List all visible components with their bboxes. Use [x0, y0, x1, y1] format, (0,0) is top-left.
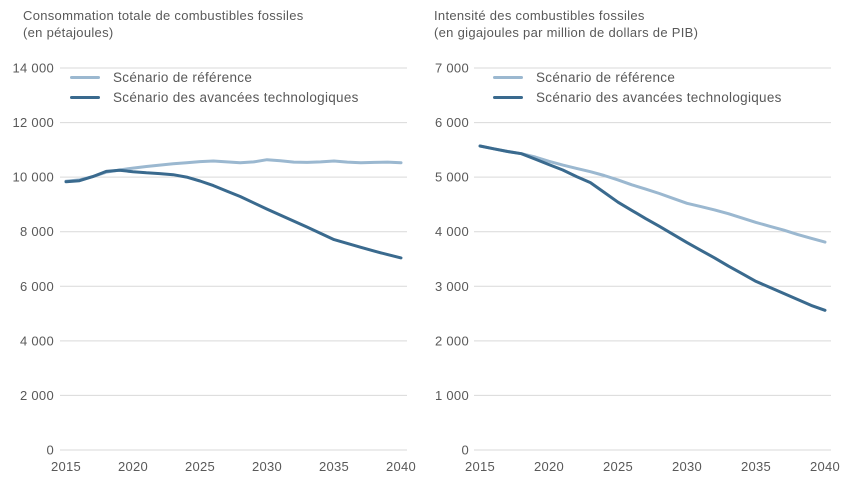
y-tick-label: 8 000 [20, 224, 54, 239]
y-tick-label: 4 000 [20, 333, 54, 348]
y-tick-label: 6 000 [435, 115, 469, 130]
chart-title-line2: (en gigajoules par million de dollars de… [434, 25, 699, 40]
y-tick-label: 10 000 [12, 170, 54, 185]
y-tick-label: 5 000 [435, 170, 469, 185]
x-tick-label: 2015 [51, 459, 81, 474]
x-tick-label: 2020 [534, 459, 564, 474]
legend-label-reference: Scénario de référence [113, 69, 253, 85]
y-tick-label: 3 000 [435, 279, 469, 294]
chart-title-line2: (en pétajoules) [23, 25, 114, 40]
y-tick-label: 1 000 [435, 388, 469, 403]
legend-consumption: Scénario de référence Scénario des avanc… [70, 67, 359, 107]
y-tick-label: 2 000 [20, 388, 54, 403]
x-tick-label: 2035 [319, 459, 349, 474]
chart-title-intensity: Intensité des combustibles fossiles (en … [434, 7, 698, 41]
chart-intensity-plot: 7 000 6 000 5 000 4 000 3 000 2 000 1 000 02015… [435, 61, 840, 475]
technology-line-swatch [493, 95, 523, 99]
y-tick-label: 12 000 [12, 115, 54, 130]
chart-title-line1: Intensité des combustibles fossiles [434, 8, 645, 23]
technology-line-swatch [70, 95, 100, 99]
chart-title-line1: Consommation totale de combustibles foss… [23, 8, 304, 23]
reference-line-swatch [70, 75, 100, 79]
legend-item-technology: Scénario des avancées technologiques [493, 87, 782, 107]
x-tick-label: 2035 [741, 459, 771, 474]
series-line-technology [478, 144, 827, 312]
y-tick-label: 4 000 [435, 224, 469, 239]
legend-label-technology: Scénario des avancées technologiques [113, 89, 359, 105]
chart-intensity: Intensité des combustibles fossiles (en … [423, 0, 846, 501]
y-tick-label: 6 000 [20, 279, 54, 294]
legend-item-reference: Scénario de référence [70, 67, 359, 87]
y-tick-label: 14 000 [12, 61, 54, 76]
y-tick-label: 0 [46, 443, 54, 458]
reference-line-swatch [493, 75, 523, 79]
y-tick-label: 0 [461, 443, 469, 458]
chart-title-consumption: Consommation totale de combustibles foss… [23, 7, 304, 41]
legend-item-reference: Scénario de référence [493, 67, 782, 87]
x-tick-label: 2025 [603, 459, 633, 474]
x-tick-label: 2020 [118, 459, 148, 474]
chart-consumption: Consommation totale de combustibles foss… [12, 7, 416, 475]
x-tick-label: 2025 [185, 459, 215, 474]
series-line-reference [478, 144, 827, 244]
x-tick-label: 2030 [672, 459, 702, 474]
legend-label-reference: Scénario de référence [536, 69, 676, 85]
y-tick-label: 2 000 [435, 333, 469, 348]
legend-intensity: Scénario de référence Scénario des avanc… [493, 67, 782, 107]
legend-item-technology: Scénario des avancées technologiques [70, 87, 359, 107]
x-tick-label: 2040 [810, 459, 840, 474]
x-tick-label: 2030 [252, 459, 282, 474]
y-tick-label: 7 000 [435, 61, 469, 76]
x-tick-label: 2040 [386, 459, 416, 474]
series-line-technology [64, 168, 403, 260]
x-tick-label: 2015 [465, 459, 495, 474]
legend-label-technology: Scénario des avancées technologiques [536, 89, 782, 105]
